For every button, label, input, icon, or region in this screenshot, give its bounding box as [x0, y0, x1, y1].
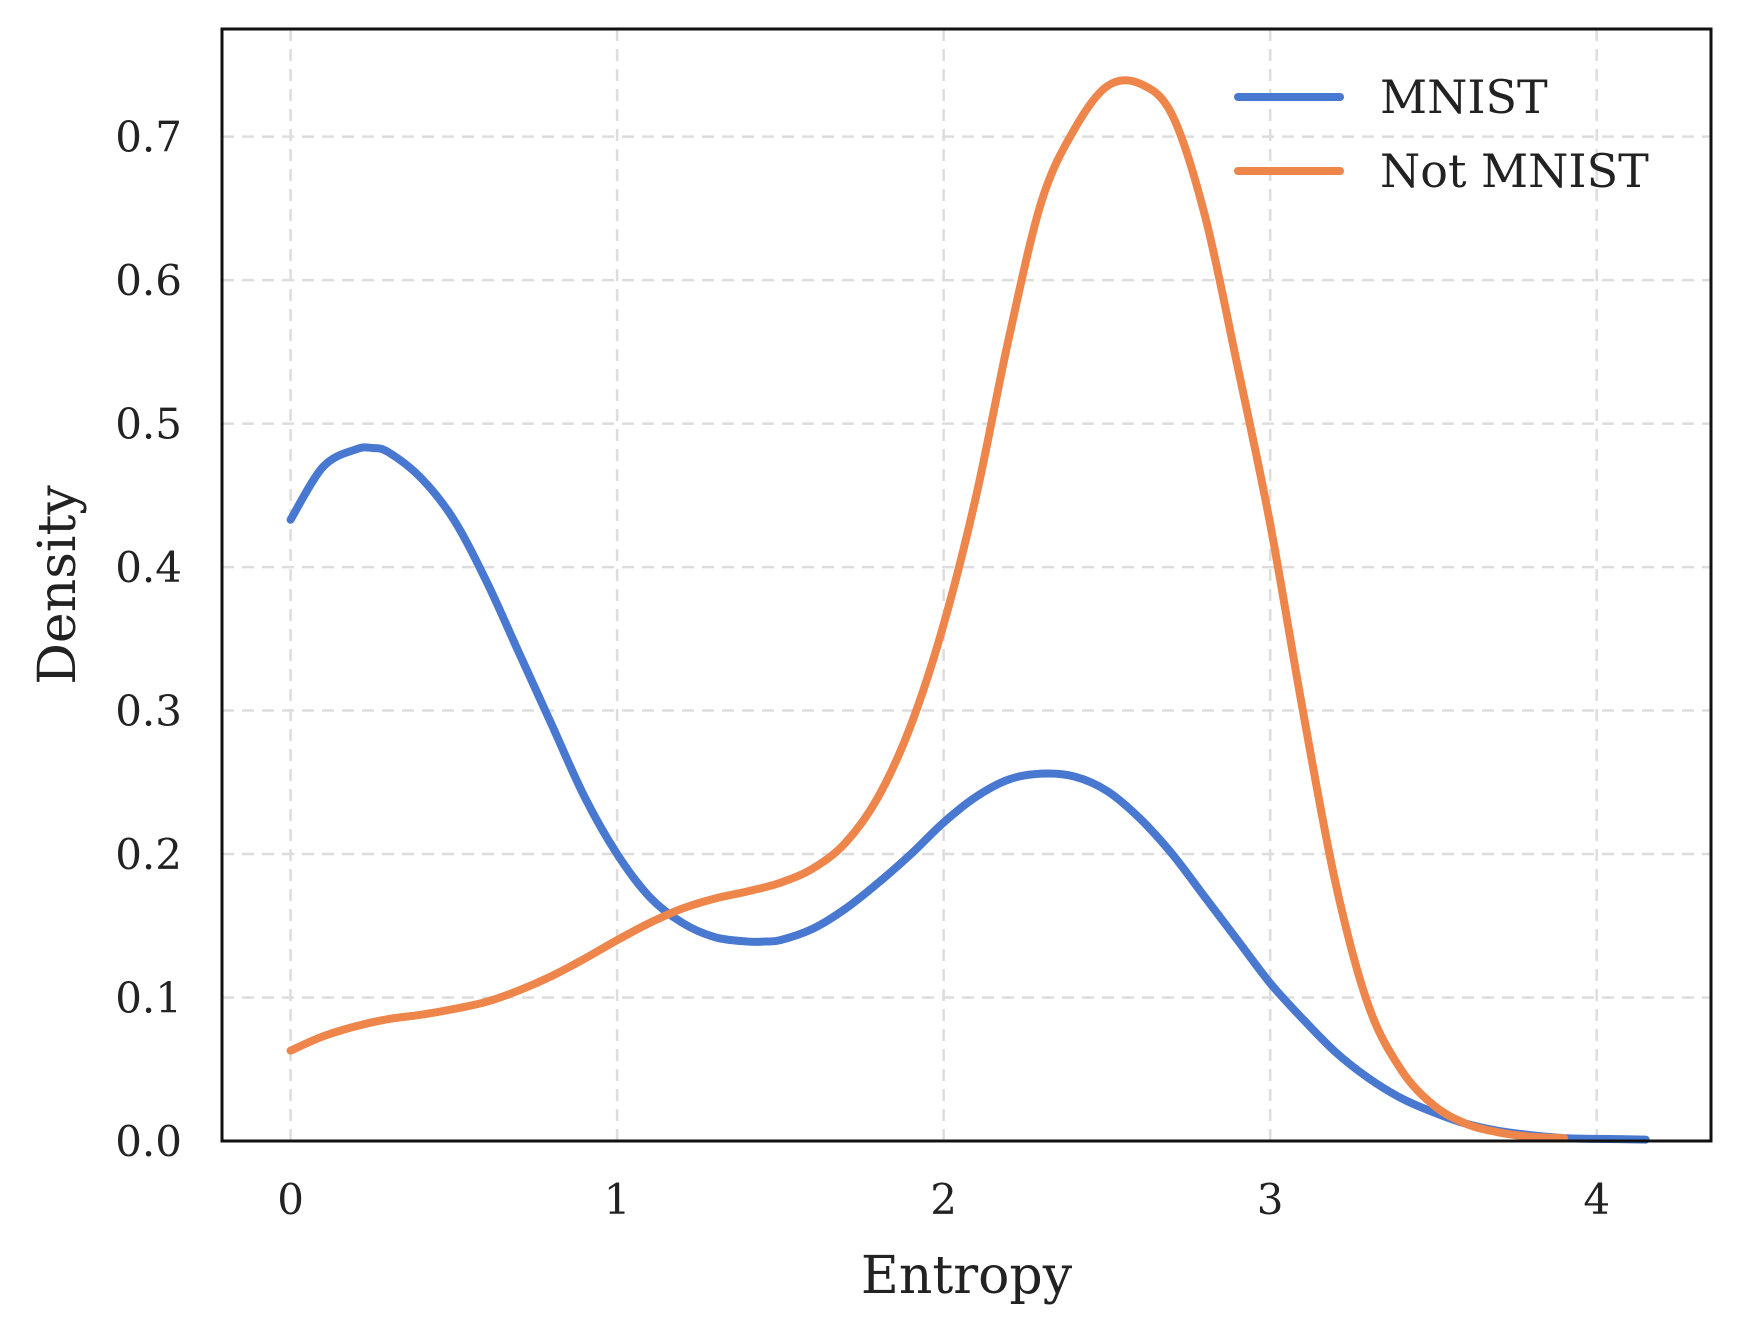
legend-label: MNIST [1380, 70, 1548, 124]
series-lines [286, 76, 1650, 1144]
x-tick-label: 2 [930, 1175, 957, 1224]
legend-item-mnist: MNIST [1234, 70, 1548, 124]
x-tick-label: 0 [277, 1175, 304, 1224]
y-tick-label: 0.6 [115, 256, 182, 305]
legend-item-not-mnist: Not MNIST [1234, 144, 1649, 198]
grid [222, 29, 1711, 1143]
y-tick-label: 0.1 [115, 974, 182, 1023]
legend: MNIST Not MNIST [1234, 70, 1649, 198]
x-tick-label: 4 [1583, 1175, 1610, 1224]
y-tick-label: 0.7 [115, 113, 182, 162]
x-axis-title: Entropy [861, 1246, 1073, 1306]
legend-label: Not MNIST [1380, 144, 1649, 198]
plot-frame [220, 27, 1713, 1143]
y-tick-label: 0.2 [115, 830, 182, 879]
y-tick-label: 0.4 [115, 543, 182, 592]
x-tick-label: 1 [604, 1175, 631, 1224]
series-line-mnist [286, 443, 1650, 1144]
series-line-not-mnist [286, 76, 1569, 1143]
x-tick-label: 3 [1257, 1175, 1284, 1224]
x-tick-labels: 0 1 2 3 4 [277, 1175, 1610, 1224]
y-tick-label: 0.5 [115, 400, 182, 449]
y-tick-labels: 0.0 0.1 0.2 0.3 0.4 0.5 0.6 0.7 [115, 113, 182, 1166]
y-axis-title: Density [28, 485, 88, 685]
y-tick-label: 0.0 [115, 1117, 182, 1166]
y-tick-label: 0.3 [115, 687, 182, 736]
